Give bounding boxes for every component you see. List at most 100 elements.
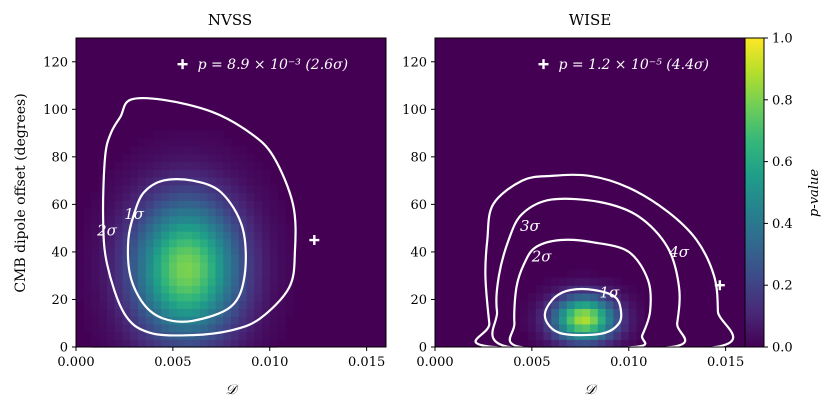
heatmap-cell [621,308,630,317]
heatmap-cell [628,316,638,325]
heatmap-cell [161,254,170,263]
heatmap-cell [223,161,232,170]
heatmap-cell [238,246,248,255]
heatmap-cell [184,200,193,209]
heatmap-cell [566,269,576,279]
heatmap-cell [200,300,209,309]
heatmap-cell [184,130,193,140]
heatmap-cell [246,246,255,255]
heatmap-cell [138,331,147,340]
heatmap-cell [192,146,201,155]
heatmap-cell [91,339,100,348]
heatmap-cell [254,177,263,186]
heatmap-cell [231,292,240,302]
heatmap-cell [192,277,201,286]
heatmap-cell [130,161,139,170]
heatmap-cell [223,200,232,209]
x-tick-label: 0.000 [416,355,453,370]
heatmap-cell [176,177,186,186]
heatmap-cell [145,292,155,302]
heatmap-cell [277,323,286,333]
heatmap-cell [138,238,147,248]
heatmap-cell [184,323,193,333]
heatmap-cell [83,246,93,255]
heatmap-cell [145,262,155,271]
heatmap-cell [161,269,170,279]
heatmap-cell [207,177,217,186]
heatmap-cell [223,146,232,155]
heatmap-cell [138,207,147,217]
heatmap-cell [238,316,248,325]
heatmap-cell [628,285,638,294]
heatmap-cell [138,300,147,309]
heatmap-cell [138,200,147,209]
heatmap-cell [628,331,638,340]
heatmap-cell [582,339,591,348]
heatmap-cell [200,146,209,155]
heatmap-cell [169,231,178,240]
heatmap-cell [285,292,294,302]
heatmap-cell [207,138,217,147]
heatmap-cell [520,323,529,333]
heatmap-cell [192,130,201,140]
heatmap-cell [176,285,186,294]
heatmap-cell [184,223,193,232]
heatmap-cell [254,223,263,232]
heatmap-cell [200,292,209,302]
heatmap-cell [223,223,232,232]
heatmap-cell [215,323,224,333]
heatmap-cell [231,200,240,209]
heatmap-cell [262,262,271,271]
heatmap-cell [238,300,248,309]
heatmap-cell [138,246,147,255]
legend-marker [538,59,549,70]
heatmap-cell [153,238,162,248]
heatmap-cell [122,161,131,170]
heatmap-cell [122,269,131,279]
heatmap-cell [223,331,232,340]
heatmap-cell [176,223,186,232]
heatmap-cell [169,146,178,155]
y-tick-label: 100 [43,103,68,118]
heatmap-cell [254,300,263,309]
legend-marker [177,59,188,70]
heatmap-cell [107,207,116,217]
heatmap-cell [269,215,279,224]
heatmap-cell [269,277,279,286]
heatmap-cell [207,184,217,194]
heatmap-cell [613,277,622,286]
heatmap-cell [200,215,209,224]
heatmap-cell [238,308,248,317]
heatmap-cell [83,254,93,263]
heatmap-cell [169,130,178,140]
heatmap-cell [153,146,162,155]
heatmap-cell [161,246,170,255]
heatmap-cell [528,339,537,348]
heatmap-cell [238,184,248,194]
heatmap-cell [207,331,217,340]
heatmap-cell [130,331,139,340]
heatmap-cell [207,323,217,333]
heatmap-cell [262,223,271,232]
heatmap-cell [192,246,201,255]
heatmap-cell [223,323,232,333]
heatmap-cell [145,169,155,178]
heatmap-cell [246,192,255,201]
contour-2sigma [508,238,652,347]
heatmap-cell [605,285,614,294]
heatmap-cell [200,184,209,194]
heatmap-cell [285,308,294,317]
heatmap-cell [169,153,178,163]
heatmap-cell [269,285,279,294]
heatmap-cell [597,308,607,317]
heatmap-cell [566,323,576,333]
heatmap-cell [200,246,209,255]
heatmap-cell [176,231,186,240]
heatmap-cell [138,146,147,155]
heatmap-cell [169,277,178,286]
heatmap-cell [215,231,224,240]
heatmap-cell [520,316,529,325]
y-tick-label: 120 [402,55,427,70]
heatmap-cell [184,192,193,201]
heatmap-cell [223,316,232,325]
